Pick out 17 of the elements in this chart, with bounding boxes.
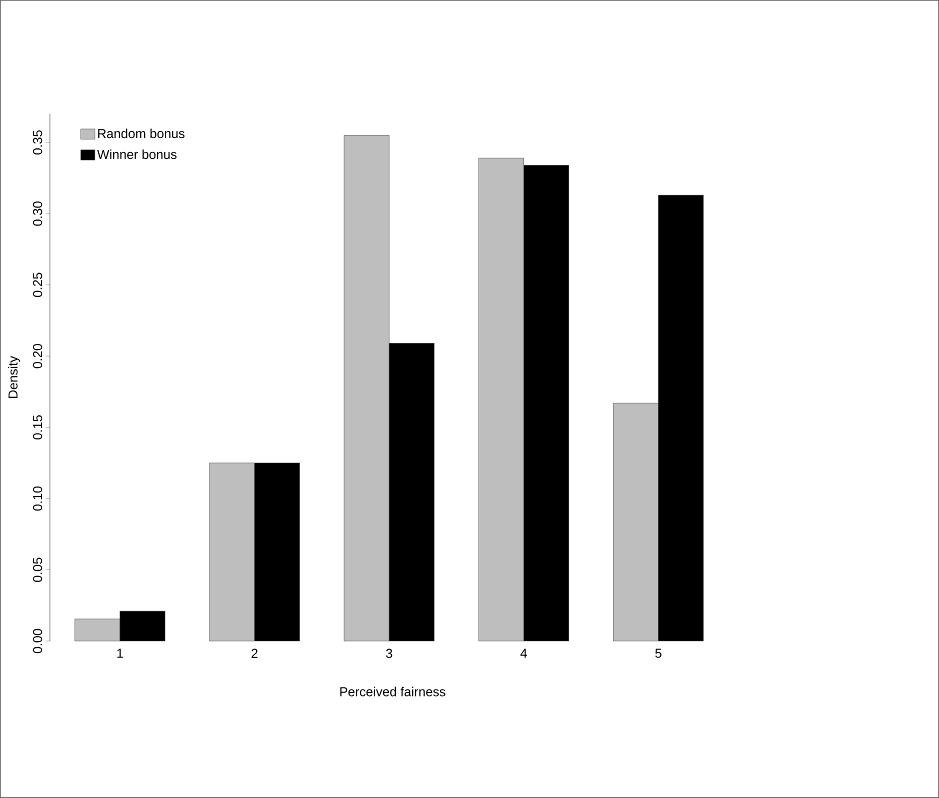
y-tick-label: 0.15: [32, 415, 42, 440]
x-tick-label: 5: [655, 648, 662, 658]
y-axis-title: Density: [8, 356, 20, 398]
y-tick-label: 0.25: [32, 272, 42, 297]
y-tick-label: 0.35: [32, 130, 42, 155]
y-tick-label: 0.00: [32, 628, 42, 654]
x-tick-label: 1: [117, 648, 123, 658]
y-tick-label: 0.05: [32, 558, 42, 582]
x-axis-title: Perceived fairness: [340, 686, 446, 696]
x-tick-label: 2: [252, 648, 258, 658]
x-tick-label: 4: [520, 648, 527, 658]
y-tick-label: 0.20: [32, 344, 42, 368]
x-tick-label: 3: [386, 648, 392, 658]
legend-label: Random bonus: [98, 128, 184, 138]
legend-label: Winner bonus: [97, 150, 177, 160]
y-tick-label: 0.30: [32, 202, 42, 226]
y-tick-label: 0.10: [32, 486, 42, 511]
